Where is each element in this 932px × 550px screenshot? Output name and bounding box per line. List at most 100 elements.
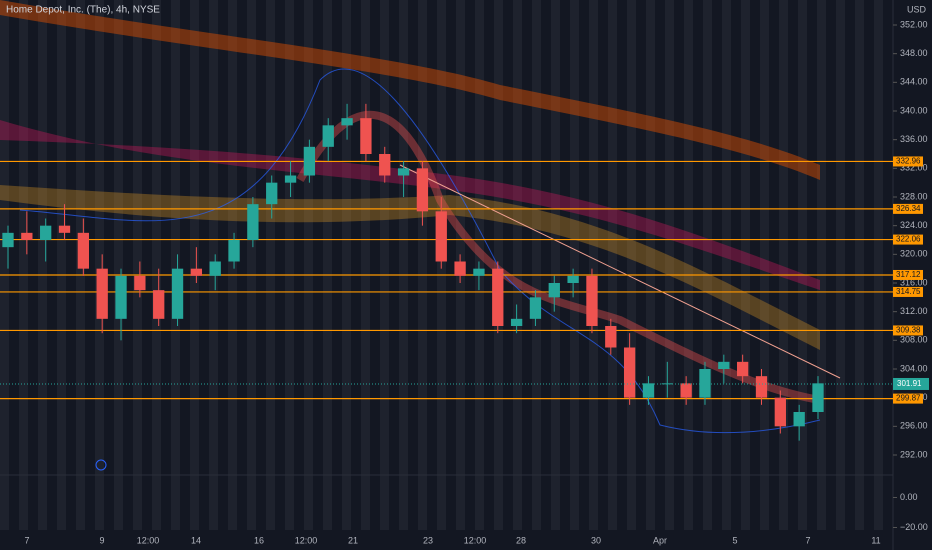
level-tag bbox=[893, 269, 923, 280]
level-tag bbox=[893, 203, 923, 214]
x-tick-label: 7 bbox=[805, 535, 810, 545]
bollinger bbox=[19, 68, 821, 434]
chart-title: Home Depot, Inc. (The), 4h, NYSE bbox=[6, 5, 160, 16]
stripe bbox=[836, 0, 845, 530]
stripe bbox=[627, 0, 636, 530]
candle-body bbox=[812, 383, 824, 412]
stripe bbox=[513, 0, 522, 530]
stripe bbox=[532, 0, 541, 530]
candle-body bbox=[379, 154, 391, 176]
x-tick-label: 23 bbox=[423, 535, 433, 545]
level-tag bbox=[893, 393, 923, 404]
candle-body bbox=[642, 383, 655, 398]
ma-band bbox=[0, 0, 820, 180]
y-tick-label: 332.00 bbox=[900, 163, 928, 173]
candle-body bbox=[454, 261, 466, 276]
candle-body bbox=[473, 268, 485, 276]
candle-body bbox=[435, 211, 447, 262]
candle-body bbox=[755, 376, 768, 398]
x-tick-label: 28 bbox=[516, 535, 526, 545]
candle-body bbox=[397, 168, 410, 176]
candle-body bbox=[77, 232, 89, 269]
candle-body bbox=[171, 268, 184, 319]
stripe bbox=[380, 0, 389, 530]
stripe bbox=[171, 0, 180, 530]
y-tick-label: 308.00 bbox=[900, 335, 928, 345]
level-label: 309.38 bbox=[896, 326, 921, 335]
candle-body bbox=[2, 232, 14, 248]
candle-body bbox=[623, 347, 636, 398]
x-tick-label: 14 bbox=[191, 535, 201, 545]
stripe bbox=[399, 0, 408, 530]
level-label: 299.87 bbox=[896, 394, 921, 403]
candle-body bbox=[58, 225, 71, 233]
candle-body bbox=[718, 361, 730, 369]
stripe bbox=[817, 0, 826, 530]
candle-body bbox=[266, 182, 278, 205]
stripe bbox=[475, 0, 484, 530]
stripe bbox=[190, 0, 199, 530]
stripe bbox=[589, 0, 598, 530]
stripe bbox=[684, 0, 693, 530]
y-tick-label: 296.00 bbox=[900, 421, 928, 431]
candle-body bbox=[322, 125, 334, 147]
stripe bbox=[266, 0, 275, 530]
stripe bbox=[304, 0, 313, 530]
candle-body bbox=[510, 318, 523, 326]
x-tick-label: 12:00 bbox=[137, 535, 160, 545]
y-tick-label: 312.00 bbox=[900, 306, 928, 316]
y-tick-label: 336.00 bbox=[900, 134, 928, 144]
level-tag bbox=[893, 156, 923, 167]
stripe bbox=[342, 0, 351, 530]
stripe bbox=[703, 0, 712, 530]
stripe bbox=[19, 0, 28, 530]
stripe bbox=[570, 0, 579, 530]
x-tick-label: Apr bbox=[653, 535, 667, 545]
candle-body bbox=[341, 118, 353, 126]
candle-body bbox=[737, 361, 749, 377]
stripe bbox=[798, 0, 807, 530]
candle-body bbox=[153, 290, 165, 319]
x-tick-label: 12:00 bbox=[464, 535, 487, 545]
level-label: 332.96 bbox=[896, 157, 921, 166]
x-tick-label: 5 bbox=[732, 535, 737, 545]
event-icon[interactable] bbox=[95, 459, 107, 471]
candle-body bbox=[492, 268, 504, 326]
y-tick-label: 320.00 bbox=[900, 249, 928, 259]
stripe bbox=[494, 0, 503, 530]
y-tick-label: 316.00 bbox=[900, 277, 928, 287]
currency: USD bbox=[907, 4, 927, 14]
osc-tick-label: 0.00 bbox=[900, 492, 918, 502]
level-tag bbox=[893, 325, 923, 336]
y-tick-label: 344.00 bbox=[900, 77, 928, 87]
candle-body bbox=[247, 204, 259, 240]
candle-body bbox=[115, 275, 127, 319]
x-tick-label: 11 bbox=[871, 535, 880, 545]
candle-body bbox=[529, 297, 542, 319]
stripe bbox=[741, 0, 750, 530]
stripe bbox=[779, 0, 788, 530]
candle-body bbox=[190, 268, 203, 276]
stripe bbox=[722, 0, 731, 530]
candle-body bbox=[605, 326, 617, 348]
candle-body bbox=[284, 175, 297, 183]
stripe bbox=[152, 0, 161, 530]
stripe bbox=[646, 0, 655, 530]
level-tag bbox=[893, 286, 923, 297]
level-label: 317.12 bbox=[896, 270, 921, 279]
x-tick-label: 21 bbox=[348, 535, 358, 545]
stripe bbox=[57, 0, 66, 530]
x-tick-label: 30 bbox=[591, 535, 601, 545]
background-stripes bbox=[0, 0, 883, 530]
candle-body bbox=[40, 225, 52, 240]
candle-body bbox=[680, 383, 692, 398]
stripe bbox=[665, 0, 674, 530]
candle-body bbox=[586, 275, 598, 326]
y-tick-label: 340.00 bbox=[900, 105, 928, 115]
candle-body bbox=[699, 369, 711, 398]
x-tick-label: 7 bbox=[24, 535, 29, 545]
candle-body bbox=[21, 232, 33, 240]
candle-body bbox=[548, 283, 560, 298]
y-tick-label: 348.00 bbox=[900, 48, 928, 58]
y-tick-label: 292.00 bbox=[900, 449, 928, 459]
